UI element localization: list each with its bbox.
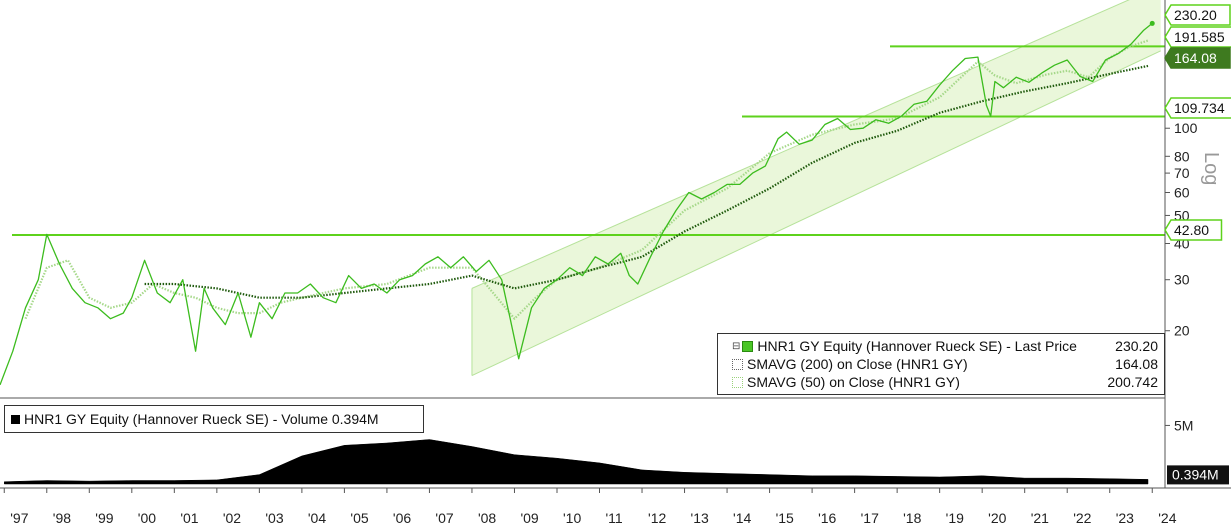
price-tag-box-164.08 (1164, 47, 1231, 69)
x-tick-label-12: '09 (520, 510, 538, 526)
price-last-point (1149, 20, 1155, 26)
x-tick-label-14: '11 (606, 510, 623, 526)
y-tick-label-80: 80 (1174, 148, 1190, 164)
x-tick-label-20: '17 (861, 510, 879, 526)
legend-row-price[interactable]: ⊟ HNR1 GY Equity (Hannover Rueck SE) - La… (732, 337, 1158, 355)
x-tick-label-9: '06 (393, 510, 411, 526)
collapse-icon[interactable]: ⊟ (732, 340, 741, 352)
legend-value-sma200: 164.08 (1115, 356, 1158, 372)
x-tick-label-21: '18 (903, 510, 921, 526)
channel-upper-line (471, 0, 1130, 289)
price-tag-label-230.20: 230.20 (1174, 7, 1217, 23)
x-tick-label-23: '20 (988, 510, 1006, 526)
y-tick-label-20: 20 (1174, 323, 1190, 339)
x-tick-label-13: '10 (563, 510, 581, 526)
horizontal-levels (12, 45, 1165, 237)
legend-value-sma50: 200.742 (1107, 374, 1158, 390)
y-tick-label-70: 70 (1174, 165, 1190, 181)
x-tick-label-19: '16 (818, 510, 836, 526)
price-tags: 230.20 191.585 164.08 109.734 42.80 (1164, 4, 1231, 241)
legend-swatch-sma200 (732, 358, 743, 370)
price-tag-label-109.734: 109.734 (1174, 100, 1225, 116)
legend-value-price: 230.20 (1115, 338, 1158, 354)
x-tick-label-27: '24 (1158, 510, 1176, 526)
x-tick-label-17: '14 (733, 510, 751, 526)
x-tick-label-18: '15 (776, 510, 794, 526)
legend-swatch-sma50 (732, 376, 743, 388)
x-tick-label-5: '02 (223, 510, 241, 526)
volume-legend-label: HNR1 GY Equity (Hannover Rueck SE) - Vol… (24, 411, 328, 427)
x-tick-label-6: '03 (265, 510, 283, 526)
x-tick-label-2: '99 (95, 510, 113, 526)
legend-swatch-price (742, 340, 754, 352)
legend-row-sma200[interactable]: SMAVG (200) on Close (HNR1 GY) 164.08 (732, 355, 1158, 373)
channel-lower-line (471, 50, 1161, 377)
price-legend[interactable]: ⊟ HNR1 GY Equity (Hannover Rueck SE) - La… (717, 333, 1165, 395)
price-tag-box-42.80 (1164, 219, 1223, 241)
x-tick-label-15: '12 (648, 510, 666, 526)
x-tick-label-11: '08 (478, 510, 496, 526)
volume-legend-value: 0.394M (331, 411, 379, 427)
x-tick-label-7: '04 (308, 510, 326, 526)
x-tick-label-10: '07 (435, 510, 453, 526)
trend-channel (471, 0, 1161, 377)
volume-tag-label: 0.394M (1172, 466, 1219, 482)
x-tick-label-16: '13 (691, 510, 709, 526)
volume-tag-box (1167, 465, 1229, 485)
x-tick-label-8: '05 (350, 510, 368, 526)
volume-bars (4, 439, 1149, 485)
y-tick-label-60: 60 (1174, 184, 1190, 200)
legend-swatch-volume (11, 414, 20, 424)
volume-tick-label: 5M (1174, 417, 1193, 433)
price-tag-label-191.585: 191.585 (1174, 29, 1225, 45)
series-price-line (0, 22, 1153, 386)
x-tick-label-3: '00 (138, 510, 156, 526)
x-tick-label-25: '22 (1073, 510, 1091, 526)
x-tick-label-0: '97 (10, 510, 28, 526)
price-tag-box-230.20 (1164, 4, 1231, 26)
x-tick-label-22: '19 (946, 510, 964, 526)
x-tick-label-1: '98 (53, 510, 71, 526)
x-tick-label-4: '01 (180, 510, 198, 526)
legend-label-sma50: SMAVG (50) on Close (HNR1 GY) (747, 374, 960, 390)
volume-legend[interactable]: HNR1 GY Equity (Hannover Rueck SE) - Vol… (4, 405, 424, 433)
y-axis-scale-label: Log (1200, 152, 1222, 185)
volume-panel: 5M 0.394M (4, 417, 1229, 485)
y-tick-label-30: 30 (1174, 272, 1190, 288)
price-tag-box-109.734 (1164, 97, 1231, 119)
series-sma50-line (24, 39, 1149, 320)
y-tick-label-100: 100 (1174, 120, 1198, 136)
legend-row-sma50[interactable]: SMAVG (50) on Close (HNR1 GY) 200.742 (732, 373, 1158, 391)
price-tag-label-164.08: 164.08 (1174, 50, 1217, 66)
channel-fill (471, 0, 1161, 376)
legend-label-sma200: SMAVG (200) on Close (HNR1 GY) (747, 356, 968, 372)
price-series (0, 20, 1155, 386)
x-tick-label-24: '21 (1031, 510, 1049, 526)
legend-label-price: HNR1 GY Equity (Hannover Rueck SE) - Las… (757, 338, 1077, 354)
price-tag-box-191.585 (1164, 26, 1231, 48)
price-tag-label-42.80: 42.80 (1174, 222, 1209, 238)
x-tick-label-26: '23 (1116, 510, 1134, 526)
